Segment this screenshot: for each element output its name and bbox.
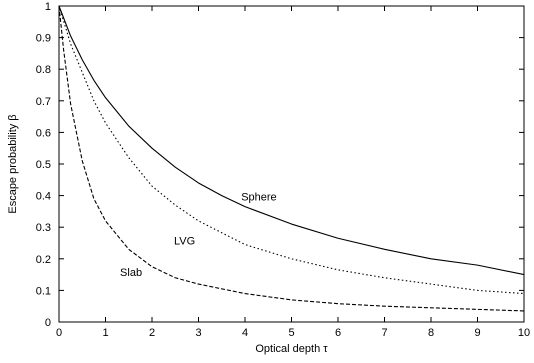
y-tick-label: 0.4 — [36, 191, 51, 203]
x-tick-label: 8 — [428, 327, 434, 339]
y-tick-label: 0.7 — [36, 96, 51, 108]
series-label-sphere: Sphere — [241, 191, 276, 203]
x-tick-label: 0 — [56, 327, 62, 339]
y-tick-label: 0.2 — [36, 254, 51, 266]
y-tick-label: 0.3 — [36, 222, 51, 234]
x-tick-label: 4 — [242, 327, 248, 339]
x-tick-label: 10 — [518, 327, 530, 339]
x-tick-label: 9 — [474, 327, 480, 339]
series-labels: Sphere LVG Slab — [120, 191, 277, 279]
x-tick-label: 7 — [381, 327, 387, 339]
y-tick-label: 0.6 — [36, 127, 51, 139]
series-line-sphere — [58, 5, 525, 276]
y-tick-label: 0.5 — [36, 159, 51, 171]
x-tick-label: 3 — [195, 327, 201, 339]
x-tick-label: 5 — [288, 327, 294, 339]
series-label-slab: Slab — [120, 267, 142, 279]
x-tick-label: 1 — [102, 327, 108, 339]
series-curves — [58, 5, 525, 312]
x-tick-label: 2 — [149, 327, 155, 339]
axis-tick-labels: 0 1 2 3 4 5 6 7 8 9 10 0 0.1 0.2 0.3 0.4 0.5 0.6 0.7 0.8 0.9… — [36, 1, 530, 339]
y-tick-label: 1 — [45, 1, 51, 13]
series-line-lvg — [58, 5, 525, 295]
x-axis-label: Optical depth τ — [255, 343, 328, 355]
y-tick-label: 0.9 — [36, 33, 51, 45]
y-axis-label: Escape probability β — [7, 114, 19, 213]
y-tick-label: 0.1 — [36, 285, 51, 297]
axis-ticks — [58, 5, 525, 323]
series-line-slab — [58, 5, 525, 312]
y-tick-label: 0 — [45, 317, 51, 329]
x-tick-label: 6 — [335, 327, 341, 339]
series-label-lvg: LVG — [174, 236, 195, 248]
y-tick-label: 0.8 — [36, 64, 51, 76]
